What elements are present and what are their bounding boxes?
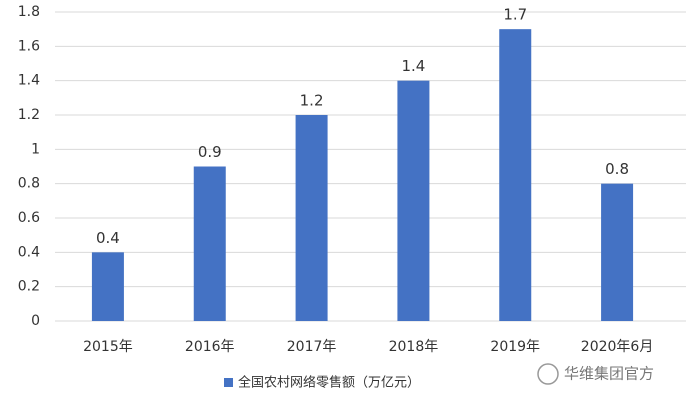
y-tick-label: 0: [31, 313, 40, 329]
x-tick-label: 2016年: [185, 339, 235, 355]
y-tick-label: 1.8: [18, 4, 40, 20]
bar: [499, 29, 532, 322]
bar: [601, 183, 634, 321]
x-tick-label: 2017年: [287, 339, 337, 355]
bar: [193, 166, 226, 321]
data-label: 1.2: [300, 92, 324, 110]
y-tick-label: 1.6: [18, 38, 40, 54]
bar: [295, 115, 328, 321]
watermark-text: 华维集团官方: [564, 365, 654, 383]
y-tick-label: 0.4: [18, 244, 40, 260]
data-label: 1.7: [503, 6, 527, 24]
data-label: 0.9: [198, 143, 222, 161]
watermark: 华维集团官方: [537, 363, 654, 385]
legend-label: 全国农村网络零售额（万亿元）: [238, 375, 420, 391]
data-label: 1.4: [401, 57, 425, 75]
x-tick-label: 2018年: [389, 339, 439, 355]
legend-swatch: [224, 378, 233, 387]
y-tick-label: 1: [31, 141, 40, 157]
y-tick-label: 0.6: [18, 210, 40, 226]
x-tick-label: 2019年: [490, 339, 540, 355]
x-tick-label: 2015年: [83, 339, 133, 355]
data-label: 0.4: [96, 229, 120, 247]
y-tick-label: 0.2: [18, 279, 40, 295]
watermark-icon: [537, 363, 559, 385]
y-tick-label: 1.4: [18, 73, 40, 89]
y-tick-label: 1.2: [18, 107, 40, 123]
bar: [91, 252, 124, 321]
x-tick-label: 2020年6月: [581, 339, 654, 355]
y-tick-label: 0.8: [18, 176, 40, 192]
bar: [397, 80, 430, 322]
data-label: 0.8: [605, 160, 629, 178]
